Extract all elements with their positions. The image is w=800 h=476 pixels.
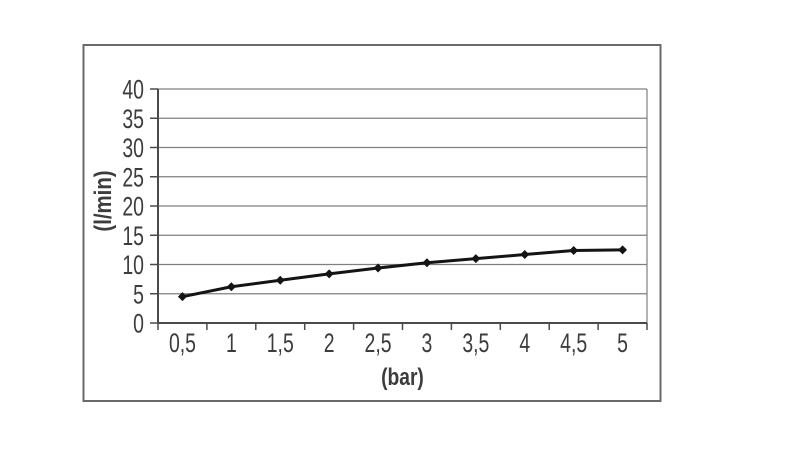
x-tick-label-group: 3 [422,328,433,358]
x-tick-label-group: 2 [324,328,335,358]
y-tick-label: 30 [122,133,144,163]
y-tick-label: 40 [122,74,144,104]
data-point-marker [177,292,187,302]
data-point-marker [275,275,285,285]
y-tick-label-group: 5 [133,279,144,309]
y-tick-label-group: 25 [122,162,144,192]
data-point-marker [226,282,236,292]
data-point-marker [471,254,481,264]
data-point-marker [618,245,628,255]
y-tick-label: 0 [133,308,144,338]
x-tick-label-group: 2,5 [365,328,392,358]
y-tick-label-group: 15 [122,221,144,251]
x-tick-label: 1,5 [267,328,294,358]
x-tick-label: 2 [324,328,335,358]
x-tick-label: 4 [519,328,530,358]
x-tick-label-group: 1,5 [267,328,294,358]
data-point-marker [422,258,432,268]
x-tick-label-group: 4,5 [560,328,587,358]
chart-frame-border [82,44,662,402]
x-tick-label-group: 5 [617,328,628,358]
y-tick-label-group: 10 [122,250,144,280]
y-tick-label: 10 [122,250,144,280]
x-tick-label: 2,5 [365,328,392,358]
y-tick-label-group: 35 [122,104,144,134]
y-tick-label-group: 20 [122,191,144,221]
x-tick-label: 3,5 [462,328,489,358]
x-tick-label-group: 1 [226,328,237,358]
y-tick-label: 15 [122,221,144,251]
x-tick-label: 1 [226,328,237,358]
series-line [180,248,625,299]
data-point-marker [324,269,334,279]
x-tick-label: 5 [617,328,628,358]
data-point-marker [520,250,530,260]
y-tick-label: 25 [122,162,144,192]
y-tick-label: 5 [133,279,144,309]
x-tick-label-group: 3,5 [462,328,489,358]
data-point-marker [373,263,383,273]
y-tick-label: 35 [122,104,144,134]
y-axis-title: (l/min) [90,170,117,232]
x-tick-label: 3 [422,328,433,358]
data-point-marker [569,245,579,255]
y-tick-label-group: 0 [133,308,144,338]
y-tick-label-group: 40 [122,74,144,104]
x-axis-title: (bar) [381,364,424,391]
y-tick-label-group: 30 [122,133,144,163]
y-tick-label: 20 [122,191,144,221]
x-tick-label-group: 4 [519,328,530,358]
x-tick-label-group: 0,5 [169,328,196,358]
x-tick-label: 4,5 [560,328,587,358]
x-tick-label: 0,5 [169,328,196,358]
